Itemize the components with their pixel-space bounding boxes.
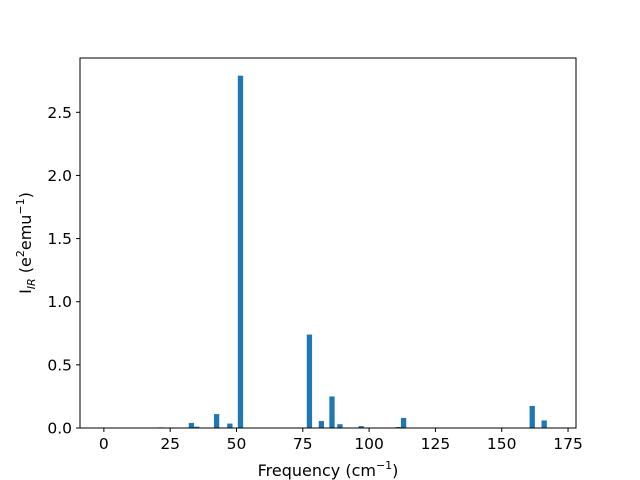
y-tick-label: 2.5 [47,104,72,122]
y-axis-label: IIR (e2emu−1) [14,192,38,294]
y-tick-label: 1.5 [47,230,72,248]
x-tick-label: 150 [487,435,517,453]
y-axis-label-base: I [16,289,35,294]
bar [329,396,335,428]
bar [227,423,233,428]
x-axis-label-superscript: −1 [376,459,392,472]
y-tick-label: 0.0 [47,420,72,438]
x-axis-label: Frequency (cm−1) [258,459,399,480]
x-tick-label: 50 [227,435,247,453]
x-tick-label: 175 [553,435,583,453]
x-axis-ticks: 0 25 50 75 100 125 150 175 [99,428,583,453]
plot-frame [79,57,577,429]
plot-area-background [80,58,576,428]
x-axis-label-suffix: ) [392,461,398,480]
y-tick-label: 0.5 [47,356,72,374]
bar [194,426,200,428]
bar [188,422,195,428]
bar [541,420,547,428]
y-axis-label-subscript: IR [25,278,38,289]
y-axis-label-suffix: ) [16,192,35,198]
bar [318,421,325,428]
bar [213,414,220,428]
bar [395,426,401,428]
y-axis-ticks: 0.0 0.5 1.0 1.5 2.0 2.5 [47,104,80,438]
bar-series [158,75,547,429]
x-tick-label: 25 [160,435,180,453]
bar [306,334,313,428]
bar [337,424,343,428]
x-tick-label: 75 [293,435,313,453]
x-tick-label: 125 [421,435,451,453]
y-axis-label-superscript-2: −1 [14,198,27,214]
y-tick-label: 2.0 [47,167,72,185]
y-axis-label-unit: emu [16,215,35,251]
y-axis-label-superscript-1: 2 [14,250,27,257]
bar [529,405,535,428]
bar [400,417,407,428]
x-tick-label: 100 [354,435,384,453]
y-tick-label: 1.0 [47,293,72,311]
x-tick-label: 0 [99,435,109,453]
bar [237,75,244,429]
y-axis-label-middle: (e [16,257,35,278]
x-axis-label-base: Frequency (cm [258,461,376,480]
bar [358,426,364,428]
